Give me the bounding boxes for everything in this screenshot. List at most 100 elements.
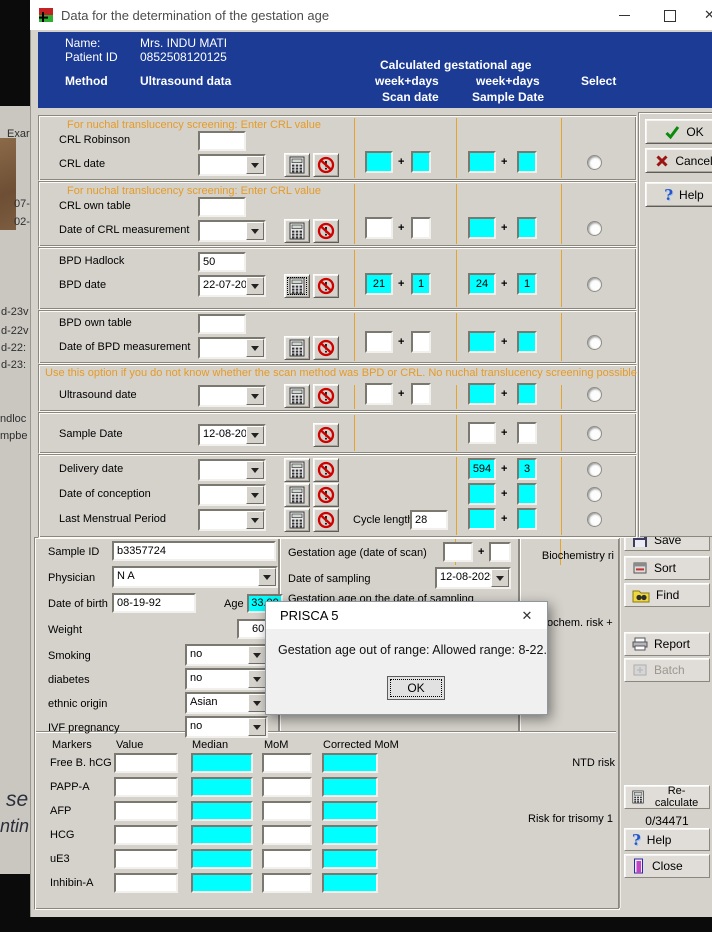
clear-date-button[interactable] bbox=[313, 458, 339, 482]
dropdown-arrow-icon[interactable] bbox=[246, 156, 264, 174]
calendar-calculator-button[interactable] bbox=[284, 458, 310, 482]
clear-date-button[interactable] bbox=[313, 274, 339, 298]
marker-value-input[interactable] bbox=[114, 777, 178, 797]
dropdown-arrow-icon[interactable] bbox=[491, 569, 509, 587]
clear-date-button[interactable] bbox=[313, 508, 339, 532]
dob-input[interactable]: 08-19-92 bbox=[112, 593, 196, 613]
calendar-calculator-button[interactable] bbox=[284, 219, 310, 243]
recalculate-button[interactable]: Re-calculate bbox=[624, 785, 710, 809]
dialog-title-bar[interactable] bbox=[266, 602, 547, 629]
calendar-calculator-button[interactable] bbox=[284, 384, 310, 408]
dialog-close-button[interactable]: ✕ bbox=[507, 602, 547, 629]
close-button-bottom[interactable]: Close bbox=[624, 854, 710, 878]
dropdown-arrow-icon[interactable] bbox=[248, 670, 266, 688]
conception-date-combo[interactable] bbox=[198, 484, 266, 506]
sort-button[interactable]: Sort bbox=[624, 556, 710, 580]
clear-date-button[interactable] bbox=[313, 336, 339, 360]
calculator-icon bbox=[289, 222, 305, 240]
dropdown-arrow-icon[interactable] bbox=[248, 694, 266, 712]
dropdown-arrow-icon[interactable] bbox=[248, 718, 266, 736]
sample-id-input[interactable]: b3357724 bbox=[112, 541, 276, 561]
select-radio-bpd-own[interactable] bbox=[587, 335, 602, 350]
crl-robinson-input[interactable] bbox=[198, 131, 246, 151]
physician-combo[interactable]: N A bbox=[112, 566, 278, 588]
crl-measure-date-combo[interactable] bbox=[198, 220, 266, 242]
marker-mom-input[interactable] bbox=[262, 753, 312, 773]
help-button-top[interactable]: ? Help bbox=[645, 182, 712, 207]
dropdown-arrow-icon[interactable] bbox=[246, 486, 264, 504]
maximize-button[interactable] bbox=[650, 0, 690, 30]
bpd-own-table-input[interactable] bbox=[198, 314, 246, 334]
select-radio-bpd-hadlock[interactable] bbox=[587, 277, 602, 292]
bpd-date-combo[interactable]: 22-07-202 bbox=[198, 275, 266, 297]
marker-mom-input[interactable] bbox=[262, 777, 312, 797]
find-button[interactable]: Find bbox=[624, 583, 710, 607]
select-radio-delivery[interactable] bbox=[587, 462, 602, 477]
select-radio-crl-own[interactable] bbox=[587, 221, 602, 236]
close-button[interactable]: ✕ bbox=[696, 0, 712, 30]
clear-date-button[interactable] bbox=[313, 423, 339, 447]
calendar-calculator-button[interactable] bbox=[284, 336, 310, 360]
dropdown-arrow-icon[interactable] bbox=[246, 339, 264, 357]
biochem-risk-label: ochem. risk + bbox=[547, 617, 613, 629]
minimize-button[interactable] bbox=[605, 0, 645, 30]
marker-value-input[interactable] bbox=[114, 849, 178, 869]
background-text: d-23: bbox=[1, 359, 27, 371]
select-radio-conception[interactable] bbox=[587, 487, 602, 502]
sample-date-combo[interactable]: 12-08-202 bbox=[198, 424, 266, 446]
diabetes-combo[interactable]: no bbox=[185, 668, 268, 690]
date-of-sampling-combo[interactable]: 12-08-2025 bbox=[435, 567, 511, 589]
calendar-calculator-button[interactable] bbox=[284, 274, 310, 298]
calendar-calculator-button[interactable] bbox=[284, 508, 310, 532]
calendar-calculator-button[interactable] bbox=[284, 483, 310, 507]
lmp-combo[interactable] bbox=[198, 509, 266, 531]
save-button[interactable]: Save bbox=[624, 537, 710, 551]
marker-value-input[interactable] bbox=[114, 801, 178, 821]
dropdown-arrow-icon[interactable] bbox=[246, 461, 264, 479]
section-crl-robinson: For nuchal translucency screening: Enter… bbox=[38, 115, 637, 181]
marker-mom-input[interactable] bbox=[262, 825, 312, 845]
help-button-bottom[interactable]: ? Help bbox=[624, 828, 710, 851]
dropdown-arrow-icon[interactable] bbox=[246, 426, 264, 444]
question-icon: ? bbox=[664, 185, 674, 204]
marker-value-input[interactable] bbox=[114, 825, 178, 845]
clear-date-button[interactable] bbox=[313, 219, 339, 243]
smoking-combo[interactable]: no bbox=[185, 644, 268, 666]
select-radio-ultrasound[interactable] bbox=[587, 387, 602, 402]
ethnic-origin-combo[interactable]: Asian bbox=[185, 692, 268, 714]
clear-date-button[interactable] bbox=[313, 483, 339, 507]
dialog-ok-button[interactable]: OK bbox=[387, 676, 445, 700]
background-text: ntin bbox=[0, 816, 30, 836]
crl-date-combo[interactable] bbox=[198, 154, 266, 176]
clear-date-button[interactable] bbox=[313, 153, 339, 177]
marker-value-input[interactable] bbox=[114, 873, 178, 893]
calendar-calculator-button[interactable] bbox=[284, 153, 310, 177]
dropdown-arrow-icon[interactable] bbox=[246, 277, 264, 295]
crl-own-table-input[interactable] bbox=[198, 197, 246, 217]
ok-button[interactable]: OK bbox=[645, 119, 712, 144]
ivf-combo[interactable]: no bbox=[185, 716, 268, 738]
select-radio-sample-date[interactable] bbox=[587, 426, 602, 441]
clear-date-button[interactable] bbox=[313, 384, 339, 408]
dropdown-arrow-icon[interactable] bbox=[258, 568, 276, 586]
ultrasound-date-combo[interactable] bbox=[198, 385, 266, 407]
marker-mom-input[interactable] bbox=[262, 873, 312, 893]
dropdown-arrow-icon[interactable] bbox=[246, 387, 264, 405]
marker-cmom-box bbox=[322, 873, 378, 893]
select-radio-crl-robinson[interactable] bbox=[587, 155, 602, 170]
select-radio-lmp[interactable] bbox=[587, 512, 602, 527]
marker-mom-input[interactable] bbox=[262, 801, 312, 821]
marker-value-input[interactable] bbox=[114, 753, 178, 773]
dropdown-arrow-icon[interactable] bbox=[246, 511, 264, 529]
dropdown-arrow-icon[interactable] bbox=[246, 222, 264, 240]
title-bar[interactable] bbox=[30, 0, 712, 30]
delivery-date-combo[interactable] bbox=[198, 459, 266, 481]
cycle-length-input[interactable]: 28 bbox=[410, 510, 448, 530]
bpd-measure-date-combo[interactable] bbox=[198, 337, 266, 359]
bpd-hadlock-input[interactable]: 50 bbox=[198, 252, 246, 272]
report-button[interactable]: Report bbox=[624, 632, 710, 656]
dropdown-arrow-icon[interactable] bbox=[248, 646, 266, 664]
cancel-button[interactable]: Cancel bbox=[645, 148, 712, 173]
date-of-sampling-label: Date of sampling bbox=[288, 573, 371, 585]
marker-mom-input[interactable] bbox=[262, 849, 312, 869]
